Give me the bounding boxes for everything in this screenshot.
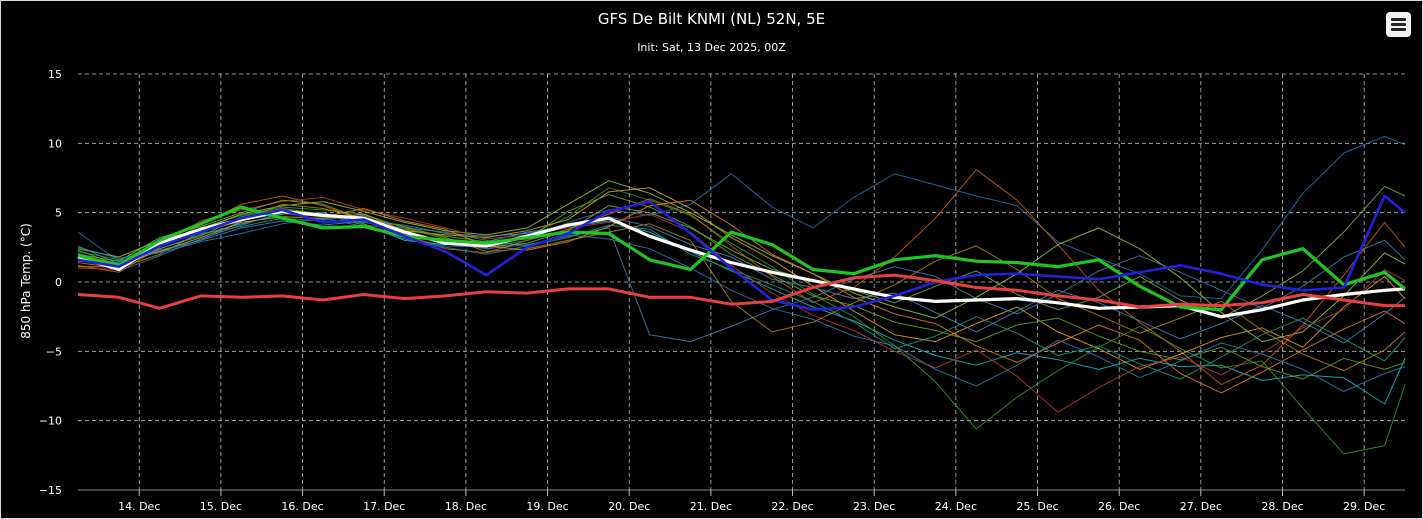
x-tick-label: 19. Dec <box>526 500 568 513</box>
x-tick-label: 26. Dec <box>1098 500 1140 513</box>
series-line-member <box>77 180 1406 343</box>
y-tick-label: −15 <box>39 484 62 497</box>
x-tick-label: 21. Dec <box>690 500 732 513</box>
series-line-member <box>77 217 1406 392</box>
y-tick-label: 0 <box>55 276 62 289</box>
x-axis: 14. Dec 15. Dec 16. Dec 17. Dec 18. Dec 19. D… <box>118 490 1385 513</box>
x-tick-label: 15. Dec <box>200 500 242 513</box>
chart-title: GFS De Bilt KNMI (NL) 52N, 5E <box>597 10 826 28</box>
series-line-member <box>77 194 1406 380</box>
menu-bar-top <box>1391 18 1406 21</box>
series-line-mean <box>77 209 1406 319</box>
y-tick-label: 10 <box>48 137 62 150</box>
y-tick-label: −10 <box>39 415 62 428</box>
x-tick-label: 25. Dec <box>1016 500 1058 513</box>
y-tick-label: 5 <box>55 207 62 220</box>
x-tick-label: 16. Dec <box>281 500 323 513</box>
x-tick-label: 14. Dec <box>118 500 160 513</box>
x-tick-label: 29. Dec <box>1343 500 1385 513</box>
x-tick-label: 22. Dec <box>771 500 813 513</box>
series-line-operational <box>77 205 1407 312</box>
y-axis: −15 −10 −5 0 5 10 15 <box>39 68 62 497</box>
y-tick-label: 15 <box>48 68 62 81</box>
x-tick-label: 17. Dec <box>363 500 405 513</box>
chart-subtitle: Init: Sat, 13 Dec 2025, 00Z <box>637 41 786 54</box>
series-line-control <box>77 194 1406 312</box>
y-tick-label: −5 <box>46 345 62 358</box>
y-axis-label: 850 hPa Temp. (°C) <box>19 223 33 339</box>
x-tick-label: 24. Dec <box>935 500 977 513</box>
series-line-member <box>77 187 1406 455</box>
x-tick-label: 20. Dec <box>608 500 650 513</box>
x-tick-label: 18. Dec <box>445 500 487 513</box>
x-tick-label: 28. Dec <box>1261 500 1303 513</box>
series-line-climatology <box>77 273 1405 310</box>
menu-bar-bottom <box>1391 28 1406 31</box>
series-line-member <box>77 196 1406 413</box>
x-tick-label: 27. Dec <box>1180 500 1222 513</box>
grid-lines <box>78 73 1405 491</box>
series-lines <box>77 135 1407 455</box>
hamburger-menu-icon[interactable] <box>1386 12 1411 37</box>
series-line-member <box>77 217 1406 380</box>
series-line-member <box>77 203 1406 372</box>
menu-bar-middle <box>1391 23 1406 26</box>
x-tick-label: 23. Dec <box>853 500 895 513</box>
